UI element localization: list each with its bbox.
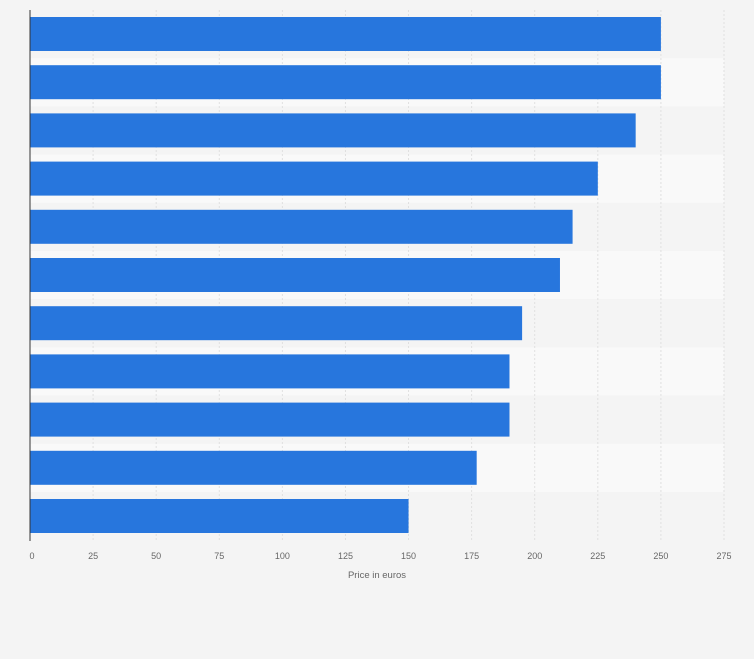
x-tick-label: 200 xyxy=(527,551,542,561)
bar[interactable] xyxy=(30,209,573,244)
bar[interactable] xyxy=(30,258,560,292)
x-tick-label: 50 xyxy=(151,551,161,561)
x-tick-label: 125 xyxy=(338,551,353,561)
bar[interactable] xyxy=(30,450,477,485)
bar[interactable] xyxy=(30,354,510,389)
x-tick-label: 175 xyxy=(464,551,479,561)
bar[interactable] xyxy=(30,113,636,148)
bar[interactable] xyxy=(30,402,510,437)
x-axis-tick-labels: 0 25 50 75 100 125 150 175 200 225 250 275 xyxy=(29,551,731,561)
x-tick-label: 0 xyxy=(29,551,34,561)
bar[interactable] xyxy=(30,499,409,533)
x-tick-label: 250 xyxy=(653,551,668,561)
x-axis-title: Price in euros xyxy=(348,570,406,581)
bar[interactable] xyxy=(30,65,661,100)
x-tick-label: 100 xyxy=(275,551,290,561)
bar[interactable] xyxy=(30,161,598,196)
bars xyxy=(30,17,661,533)
x-tick-label: 75 xyxy=(214,551,224,561)
x-tick-label: 275 xyxy=(716,551,731,561)
bar[interactable] xyxy=(30,17,661,51)
x-tick-label: 225 xyxy=(590,551,605,561)
x-tick-label: 150 xyxy=(401,551,416,561)
x-tick-label: 25 xyxy=(88,551,98,561)
bar[interactable] xyxy=(30,306,523,341)
